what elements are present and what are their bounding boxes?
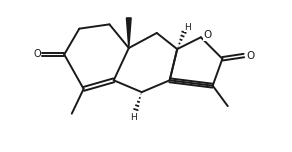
Text: H: H bbox=[130, 113, 136, 122]
Text: O: O bbox=[203, 30, 211, 40]
Text: O: O bbox=[33, 50, 41, 59]
Polygon shape bbox=[126, 18, 131, 48]
Text: O: O bbox=[246, 51, 254, 60]
Text: H: H bbox=[185, 23, 191, 32]
